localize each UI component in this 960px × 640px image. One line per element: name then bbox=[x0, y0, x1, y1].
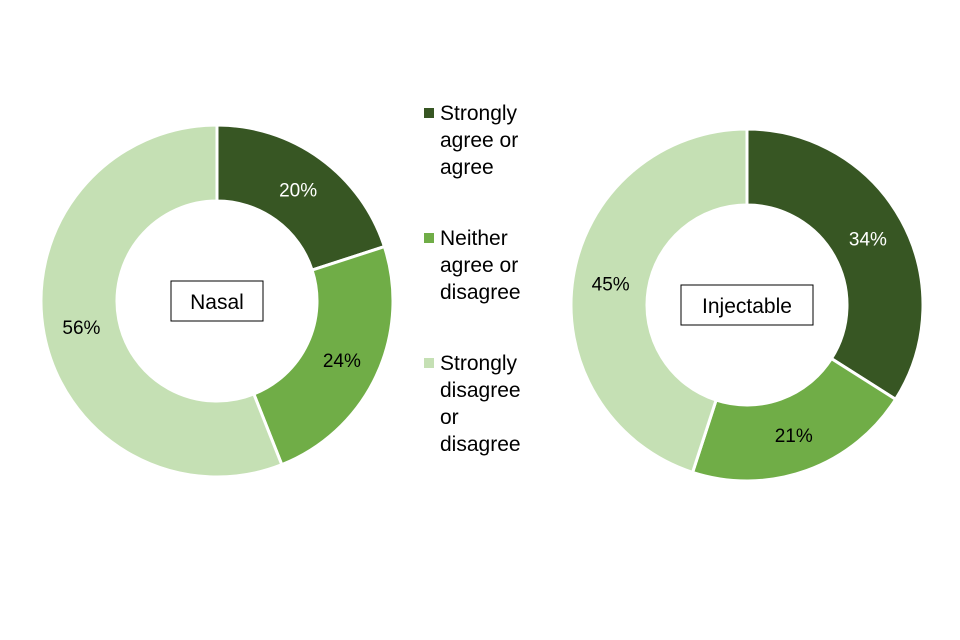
legend-label-disagree-line4: disagree bbox=[440, 433, 521, 456]
legend-item-neither: Neither agree or disagree bbox=[424, 225, 564, 306]
legend-item-disagree: Strongly disagree or disagree bbox=[424, 350, 564, 458]
injectable-slice-neither bbox=[690, 356, 898, 483]
injectable-chart-title: Injectable bbox=[702, 295, 792, 318]
legend: Strongly agree or agree Neither agree or… bbox=[424, 100, 564, 458]
injectable-donut-chart: 34% 21% 45% Injectable bbox=[569, 127, 925, 483]
legend-item-agree: Strongly agree or agree bbox=[424, 100, 564, 181]
injectable-slice-agree bbox=[745, 127, 925, 402]
injectable-data-label-disagree: 45% bbox=[592, 274, 630, 295]
legend-label-neither-line2: agree or bbox=[440, 254, 519, 277]
nasal-title-box bbox=[170, 280, 264, 322]
injectable-slice-disagree bbox=[569, 127, 749, 475]
nasal-donut-chart: 20% 24% 56% Nasal bbox=[39, 123, 395, 479]
legend-swatch-agree bbox=[424, 108, 434, 118]
legend-swatch-neither bbox=[424, 233, 434, 243]
nasal-slice-disagree bbox=[39, 123, 284, 479]
nasal-data-label-agree: 20% bbox=[279, 180, 317, 201]
nasal-slice-neither bbox=[251, 244, 395, 467]
legend-label-agree-line2: agree or bbox=[440, 129, 519, 152]
legend-label-disagree-line3: or bbox=[440, 406, 459, 429]
injectable-title-box bbox=[680, 284, 814, 326]
legend-label-neither-line3: disagree bbox=[440, 281, 521, 304]
legend-label-neither-line1: Neither bbox=[440, 227, 508, 250]
injectable-data-label-neither: 21% bbox=[775, 426, 813, 447]
legend-label-agree-line3: agree bbox=[440, 156, 494, 179]
legend-label-disagree-line1: Strongly bbox=[440, 352, 518, 375]
nasal-data-label-disagree: 56% bbox=[62, 318, 100, 339]
nasal-data-label-neither: 24% bbox=[323, 351, 361, 372]
nasal-slice-agree bbox=[215, 123, 387, 272]
legend-swatch-disagree bbox=[424, 358, 434, 368]
legend-label-disagree-line2: disagree bbox=[440, 379, 521, 402]
injectable-data-label-agree: 34% bbox=[849, 230, 887, 251]
legend-label-agree-line1: Strongly bbox=[440, 102, 518, 125]
nasal-chart-title: Nasal bbox=[190, 291, 244, 314]
